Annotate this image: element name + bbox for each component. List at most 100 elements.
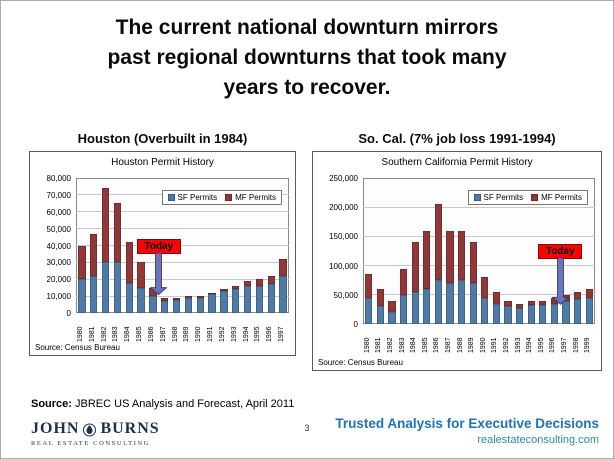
x-axis-tick-label: 1986	[147, 326, 155, 342]
bar-segment	[220, 289, 228, 292]
bar-segment	[196, 296, 204, 298]
legend-item: SF Permits	[473, 193, 524, 202]
bar-segment	[446, 230, 454, 284]
bar-segment	[516, 303, 524, 308]
bar-segment	[279, 275, 287, 313]
bar-segment	[574, 291, 582, 299]
bar-segment	[481, 277, 489, 298]
bar-segment	[149, 287, 157, 297]
x-axis-tick-label: 1984	[410, 337, 418, 353]
x-axis-tick-label: 1986	[433, 337, 441, 353]
bar-segment	[137, 287, 145, 313]
x-axis-tick-label: 1982	[387, 337, 394, 353]
legend: SF Permits MF Permits	[161, 190, 282, 205]
legend-item: MF Permits	[531, 193, 582, 202]
bar-segment	[400, 294, 408, 324]
bar-segment	[255, 286, 264, 313]
bar-segment	[78, 245, 86, 280]
y-axis-tick-label: 50,000	[46, 224, 71, 234]
gridline	[76, 228, 289, 230]
bar-segment	[492, 291, 500, 304]
y-axis-tick-label: 250,000	[329, 174, 358, 183]
x-axis-tick-label: 1991	[207, 326, 215, 342]
x-axis-tick-label: 1982	[100, 326, 108, 342]
x-axis-tick-label: 1987	[159, 326, 167, 342]
bar-segment	[149, 296, 157, 313]
bar-segment	[172, 297, 181, 300]
gridline	[76, 295, 289, 297]
slide-source-label: Source:	[31, 398, 72, 410]
legend-label: SF Permits	[483, 193, 524, 202]
x-axis-tick-label: 1987	[445, 337, 452, 353]
y-axis-tick-label: 30,000	[46, 258, 71, 268]
gridline	[363, 206, 595, 208]
bar-segment	[423, 288, 431, 324]
socal-chart-title: Southern California Permit History	[381, 157, 533, 168]
bar-segment	[365, 274, 373, 298]
x-axis-tick-label: 1990	[479, 337, 487, 353]
y-axis-tick-label: 20,000	[46, 275, 71, 285]
x-axis-tick-label: 1981	[88, 326, 96, 342]
x-axis-tick-label: 1988	[456, 337, 464, 353]
bar-segment	[504, 306, 512, 324]
bar-segment	[434, 280, 442, 324]
y-axis-tick-label: 10,000	[46, 292, 71, 302]
houston-source-note: Source: Census Bureau	[35, 343, 120, 352]
gridline	[76, 261, 289, 263]
bar-segment	[400, 268, 408, 295]
bar-segment	[365, 297, 373, 324]
john-burns-logo: JOHN BURNS REAL ESTATE CONSULTING	[31, 420, 160, 447]
houston-chart-panel: Houston Permit History Source: Census Bu…	[29, 151, 296, 356]
bar-segment	[388, 300, 396, 313]
bar-segment	[550, 303, 558, 324]
bar-segment	[232, 286, 240, 290]
bar-segment	[469, 283, 477, 324]
legend-swatch-icon	[167, 194, 175, 201]
y-axis-tick-label: 200,000	[329, 203, 358, 213]
houston-chart-heading: Houston (Overbuilt in 1984)	[77, 131, 248, 146]
today-arrow-icon	[150, 252, 168, 295]
bar-segment	[492, 303, 500, 324]
bar-segment	[411, 242, 419, 292]
x-axis-tick-label: 1994	[526, 337, 534, 353]
brand-block: Trusted Analysis for Executive Decisions…	[335, 416, 599, 446]
logo-flame-icon	[83, 423, 97, 436]
x-axis-tick-label: 1995	[537, 337, 545, 353]
bar-segment	[458, 230, 466, 281]
bar-segment	[113, 262, 122, 313]
socal-chart-panel: Southern California Permit History Sourc…	[312, 151, 602, 371]
x-axis-tick-label: 1994	[242, 326, 250, 342]
slide-source-note: Source: JBREC US Analysis and Forecast, …	[31, 398, 294, 410]
x-axis-tick-label: 1999	[584, 337, 592, 353]
bar-segment	[574, 298, 582, 324]
bar-segment	[101, 188, 110, 263]
bar-segment	[376, 288, 384, 307]
x-axis-tick-label: 1997	[278, 326, 286, 342]
logo-name-left: JOHN	[31, 420, 80, 437]
y-axis-tick-label: 50,000	[333, 290, 358, 300]
x-axis-tick-label: 1985	[136, 326, 144, 342]
x-axis-tick-label: 1983	[398, 337, 406, 353]
legend-item: MF Permits	[225, 193, 276, 202]
bar-segment	[101, 262, 110, 313]
bar-segment	[585, 297, 593, 324]
bar-segment	[516, 307, 524, 324]
bar-segment	[125, 242, 133, 283]
bar-segment	[539, 300, 547, 306]
gridline	[76, 278, 289, 280]
x-axis-tick-label: 1997	[561, 337, 568, 353]
bar-segment	[243, 286, 252, 313]
bar-segment	[220, 291, 228, 313]
bar-segment	[161, 297, 169, 302]
bar-segment	[137, 262, 145, 288]
bar-segment	[208, 292, 216, 295]
bar-segment	[255, 279, 264, 286]
slide-title-line-1: The current national downturn mirrors	[115, 16, 499, 39]
bar-segment	[527, 305, 535, 324]
bar-segment	[539, 305, 547, 324]
bar-segment	[196, 297, 204, 313]
x-axis-tick-label: 1992	[218, 326, 226, 342]
y-axis-tick-label: 100,000	[329, 261, 358, 271]
legend-swatch-icon	[225, 194, 233, 201]
